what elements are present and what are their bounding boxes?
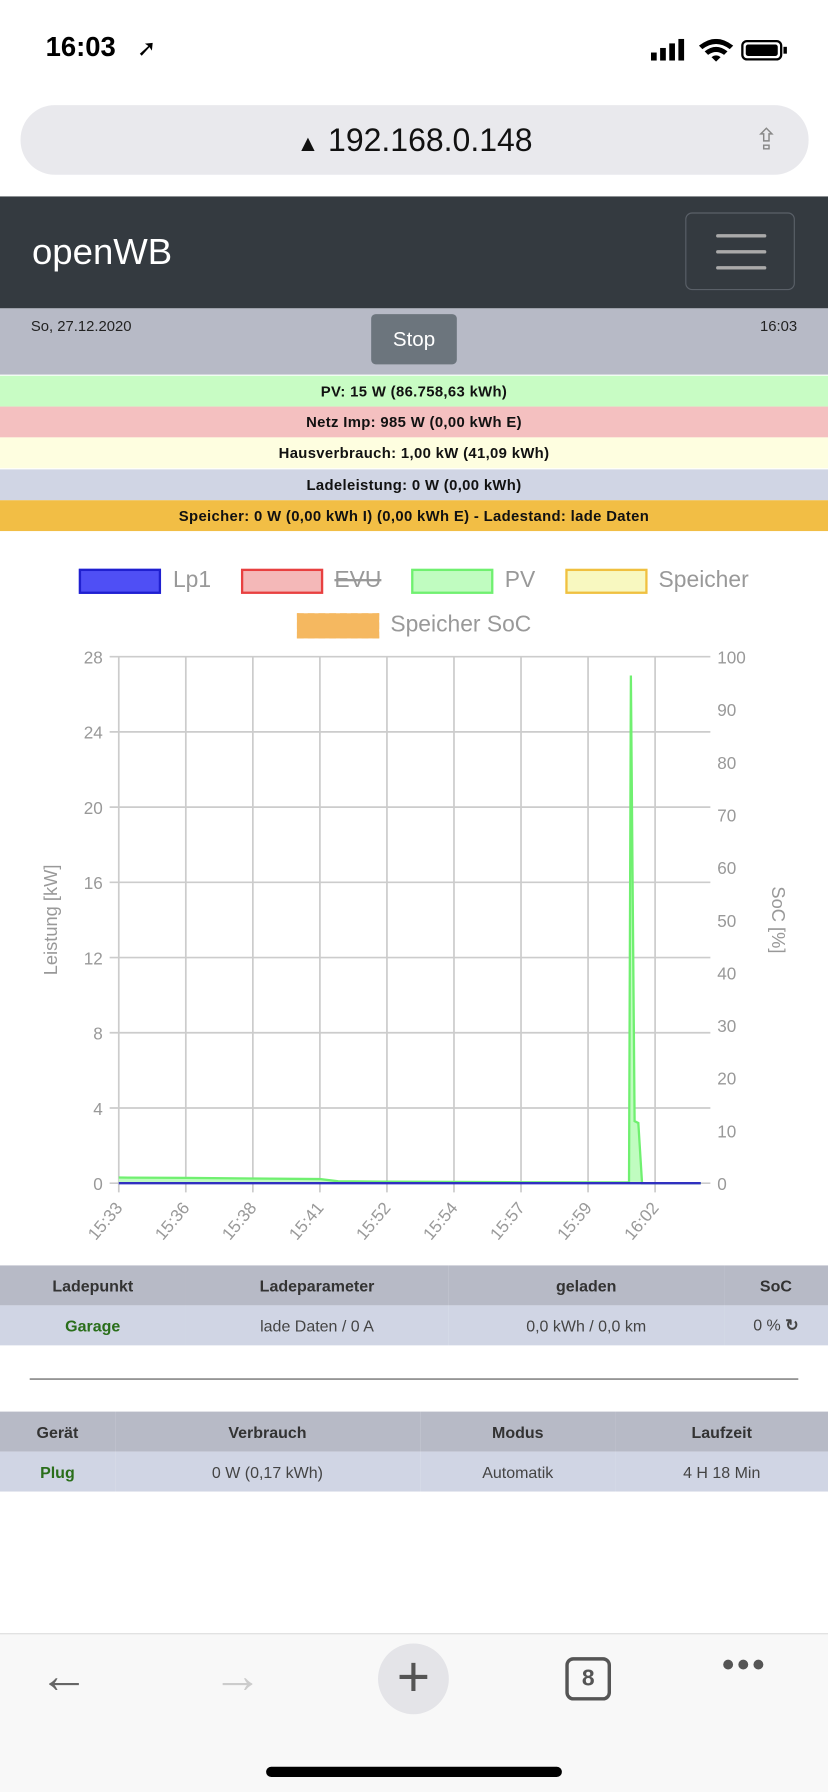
summary-band: Speicher: 0 W (0,00 kWh I) (0,00 kWh E) … — [0, 499, 828, 531]
table-row: Garage lade Daten / 0 A 0,0 kWh / 0,0 km… — [0, 1305, 828, 1346]
x-tick-label: 15:59 — [553, 1198, 596, 1244]
chart-legend: Lp1 EVU PV Speicher Speicher SoC — [0, 568, 828, 639]
legend-swatch — [411, 568, 494, 594]
tabs-button[interactable]: 8 — [565, 1657, 612, 1701]
clock: 16:03 — [45, 31, 116, 63]
col-header: Ladeparameter — [185, 1265, 449, 1306]
ladeparameter: lade Daten / 0 A — [185, 1305, 449, 1346]
x-tick-label: 15:52 — [352, 1198, 395, 1244]
col-header: SoC — [723, 1265, 828, 1306]
status-bar: 16:03 ➚ — [0, 0, 828, 91]
legend-swatch — [79, 568, 162, 594]
signal-wifi-battery-icon — [650, 38, 787, 62]
y-tick-label: 16 — [84, 873, 103, 893]
y-tick-label: 0 — [93, 1174, 103, 1194]
pv-area — [118, 675, 701, 1184]
power-chart: 0 4 8 12 16 20 24 28 0 10 20 30 40 50 60 70 80 90 100 15:33… — [40, 648, 789, 1244]
y-tick-label: 12 — [84, 948, 103, 968]
col-header: Modus — [420, 1411, 616, 1452]
device-name[interactable]: Plug — [0, 1451, 115, 1492]
share-icon[interactable]: ⇪ — [753, 122, 779, 157]
x-tick-label: 15:38 — [218, 1198, 261, 1244]
y-tick-label: 8 — [93, 1024, 103, 1044]
table-row: Plug 0 W (0,17 kWh) Automatik 4 H 18 Min — [0, 1451, 828, 1492]
legend-item[interactable]: PV — [411, 568, 535, 594]
y2-tick-label: 50 — [717, 911, 736, 931]
y-tick-label: 24 — [84, 723, 104, 743]
geraete-table: Gerät Verbrauch Modus Laufzeit Plug 0 W … — [0, 1411, 828, 1492]
back-icon[interactable]: ← — [38, 1648, 90, 1704]
warning-icon: ▲ — [296, 131, 320, 157]
stop-button[interactable]: Stop — [371, 314, 457, 365]
date: So, 27.12.2020 — [30, 317, 132, 335]
header-time: 16:03 — [759, 317, 798, 335]
modus: Automatik — [420, 1451, 616, 1492]
forward-icon[interactable]: → — [212, 1648, 263, 1704]
home-indicator — [266, 1766, 562, 1778]
x-tick-label: 15:41 — [285, 1198, 328, 1244]
more-icon[interactable]: ••• — [721, 1643, 768, 1685]
pv-line — [118, 675, 701, 1185]
x-tick-label: 15:57 — [486, 1198, 529, 1244]
y-axis-label: Leistung [kW] — [40, 865, 61, 976]
soc-value: 0 % — [753, 1315, 781, 1334]
y2-tick-label: 100 — [717, 648, 746, 668]
y2-tick-label: 10 — [717, 1121, 736, 1141]
menu-toggle-button[interactable] — [685, 212, 795, 291]
x-tick-label: 15:36 — [151, 1198, 194, 1244]
soc-cell: 0 % ↻ — [723, 1305, 828, 1346]
location-icon: ➚ — [137, 36, 157, 62]
browser-toolbar: ← → + 8 ••• — [0, 1633, 828, 1792]
legend-item[interactable]: Speicher — [564, 567, 749, 594]
y2-tick-label: 20 — [717, 1069, 736, 1089]
verbrauch: 0 W (0,17 kWh) — [114, 1451, 421, 1492]
y-tick-label: 28 — [84, 648, 103, 668]
summary-band: PV: 15 W (86.758,63 kWh) — [0, 375, 828, 407]
new-tab-button[interactable]: + — [378, 1643, 449, 1715]
brand[interactable]: openWB — [31, 230, 173, 272]
legend-item[interactable]: Speicher SoC — [296, 612, 532, 638]
y2-axis-label: SoC [%] — [768, 886, 789, 953]
y-tick-label: 4 — [93, 1099, 103, 1119]
ladepunkt-name[interactable]: Garage — [0, 1305, 186, 1346]
legend-swatch — [240, 568, 323, 594]
col-header: Ladepunkt — [0, 1265, 186, 1306]
legend-swatch — [296, 612, 379, 638]
legend-label: PV — [504, 567, 536, 593]
summary-band: Netz Imp: 985 W (0,00 kWh E) — [0, 406, 828, 438]
y-tick-label: 20 — [84, 798, 103, 818]
col-header: Laufzeit — [615, 1411, 828, 1452]
ladepunkt-table: Ladepunkt Ladeparameter geladen SoC Gara… — [0, 1265, 828, 1346]
navbar: openWB — [0, 196, 828, 309]
laufzeit: 4 H 18 Min — [615, 1451, 828, 1492]
legend-label: EVU — [334, 567, 382, 593]
x-tick-label: 16:02 — [620, 1198, 663, 1244]
col-header: geladen — [448, 1265, 724, 1306]
legend-label: Speicher SoC — [390, 612, 532, 638]
summary-band: Hausverbrauch: 1,00 kW (41,09 kWh) — [0, 437, 828, 469]
y2-tick-label: 30 — [717, 1016, 736, 1036]
legend-item[interactable]: EVU — [240, 567, 382, 594]
y2-tick-label: 60 — [717, 858, 736, 878]
x-tick-label: 15:54 — [419, 1198, 462, 1244]
divider — [29, 1378, 799, 1380]
y2-tick-label: 40 — [717, 963, 736, 983]
y2-tick-label: 80 — [717, 753, 736, 773]
geladen: 0,0 kWh / 0,0 km — [448, 1305, 724, 1346]
y2-tick-label: 90 — [717, 700, 736, 720]
header-bar: So, 27.12.2020 Stop 16:03 — [0, 308, 828, 375]
x-tick-label: 15:33 — [84, 1198, 127, 1244]
address-bar[interactable]: ▲ 192.168.0.148 ⇪ — [20, 105, 809, 175]
url-text: 192.168.0.148 — [328, 122, 533, 158]
legend-swatch — [564, 568, 648, 594]
col-header: Gerät — [0, 1411, 115, 1452]
summary-band: Ladeleistung: 0 W (0,00 kWh) — [0, 468, 828, 500]
legend-item[interactable]: Lp1 — [79, 568, 211, 594]
legend-label: Lp1 — [172, 567, 212, 593]
y2-tick-label: 0 — [717, 1174, 727, 1194]
col-header: Verbrauch — [114, 1411, 421, 1452]
legend-label: Speicher — [658, 567, 749, 593]
refresh-icon[interactable]: ↻ — [785, 1315, 799, 1334]
y2-tick-label: 70 — [717, 805, 736, 825]
